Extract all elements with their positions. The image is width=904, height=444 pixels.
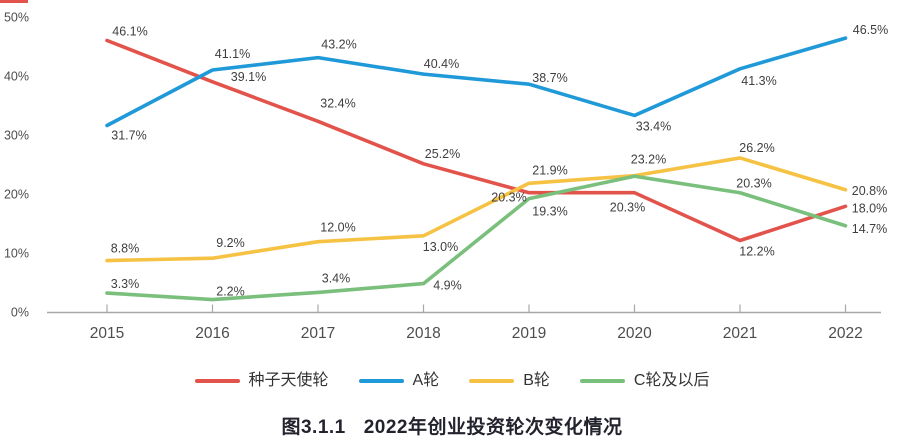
data-label-seed-angel-round-2019: 20.3%	[491, 191, 526, 205]
legend-label-a-round: A轮	[412, 372, 440, 389]
data-label-a-round-2021: 41.3%	[741, 74, 776, 88]
legend-item-a-round: A轮	[358, 372, 440, 389]
legend-label-b-round: B轮	[523, 372, 550, 389]
data-label-seed-angel-round-2021: 12.2%	[739, 245, 774, 259]
figure-caption-number: 图3.1.1	[281, 417, 346, 438]
x-axis-year-label: 2016	[195, 325, 229, 342]
legend-swatch-seed-angel-round	[194, 379, 240, 383]
series-line-b-round	[105, 156, 848, 263]
data-label-c-round-and-later-2022: 14.7%	[852, 222, 887, 236]
legend-item-b-round: B轮	[469, 373, 550, 389]
data-label-b-round-2016: 9.2%	[216, 236, 245, 250]
data-label-c-round-and-later-2015: 3.3%	[111, 277, 140, 291]
legend-swatch-c-round-and-later	[579, 379, 625, 383]
data-label-b-round-2018: 13.0%	[423, 240, 458, 254]
data-label-b-round-2022: 20.8%	[852, 184, 887, 198]
data-label-c-round-and-later-2018: 4.9%	[433, 279, 462, 293]
y-axis-tick-label: 10%	[4, 247, 29, 261]
data-label-c-round-and-later-2019: 19.3%	[532, 205, 567, 219]
data-label-a-round-2022: 46.5%	[853, 23, 888, 37]
data-label-b-round-2020: 23.2%	[631, 153, 666, 167]
legend-swatch-b-round	[469, 379, 515, 383]
series-line-a-round	[105, 36, 848, 128]
y-axis-tick-label: 30%	[4, 129, 29, 143]
data-label-a-round-2018: 40.4%	[424, 57, 459, 71]
data-label-c-round-and-later-2021: 20.3%	[736, 177, 771, 191]
x-axis-year-label: 2020	[617, 325, 652, 342]
y-axis-tick-label: 0%	[11, 306, 29, 320]
x-axis-year-label: 2022	[828, 325, 862, 342]
data-label-b-round-2019: 21.9%	[532, 163, 567, 177]
data-label-a-round-2015: 31.7%	[111, 128, 146, 142]
x-axis-year-label: 2017	[301, 325, 335, 342]
y-axis-tick-label: 40%	[4, 70, 29, 84]
x-axis-year-label: 2018	[406, 325, 440, 342]
data-label-seed-angel-round-2016: 39.1%	[231, 70, 266, 84]
legend-label-c-round-and-later: C轮及以后	[633, 372, 710, 389]
figure-caption-title: 2022年创业投资轮次变化情况	[363, 417, 623, 438]
page-corner-red-mark	[0, 0, 28, 3]
data-label-seed-angel-round-2015: 46.1%	[112, 25, 147, 39]
data-label-a-round-2017: 43.2%	[321, 38, 356, 52]
legend-label-seed-angel-round: 种子天使轮	[248, 372, 329, 389]
data-label-a-round-2020: 33.4%	[636, 119, 671, 133]
data-label-seed-angel-round-2018: 25.2%	[425, 147, 460, 161]
line-chart: 2015 2016 2017 2018 2019 2020 2021 2022 0% 10% 20%…	[4, 11, 888, 343]
legend-swatch-a-round	[358, 379, 404, 383]
x-axis-year-label: 2019	[512, 325, 546, 342]
data-label-seed-angel-round-2017: 32.4%	[320, 96, 355, 110]
y-axis-tick-label: 20%	[4, 188, 29, 202]
series-line-seed-angel-round	[105, 38, 848, 243]
data-label-b-round-2017: 12.0%	[320, 221, 355, 235]
data-label-a-round-2016: 41.1%	[215, 47, 250, 61]
data-label-b-round-2021: 26.2%	[739, 141, 774, 155]
chart-legend: 种子天使轮 A轮 B轮 C轮及以后	[0, 370, 904, 392]
x-axis-year-label: 2021	[723, 325, 757, 342]
data-label-seed-angel-round-2020: 20.3%	[610, 201, 645, 215]
figure-caption: 图3.1.1 2022年创业投资轮次变化情况	[0, 412, 904, 439]
data-label-c-round-and-later-2016: 2.2%	[216, 285, 245, 299]
y-axis-tick-label: 50%	[4, 11, 29, 25]
series-line-c-round-and-later	[105, 174, 848, 302]
data-label-b-round-2015: 8.8%	[111, 242, 140, 256]
legend-item-seed-angel-round: 种子天使轮	[194, 372, 329, 389]
data-label-a-round-2019: 38.7%	[532, 71, 567, 85]
data-label-seed-angel-round-2022: 18.0%	[852, 201, 887, 215]
x-axis-year-label: 2015	[90, 325, 124, 342]
data-label-c-round-and-later-2017: 3.4%	[322, 271, 351, 285]
legend-item-c-round-and-later: C轮及以后	[579, 372, 710, 389]
